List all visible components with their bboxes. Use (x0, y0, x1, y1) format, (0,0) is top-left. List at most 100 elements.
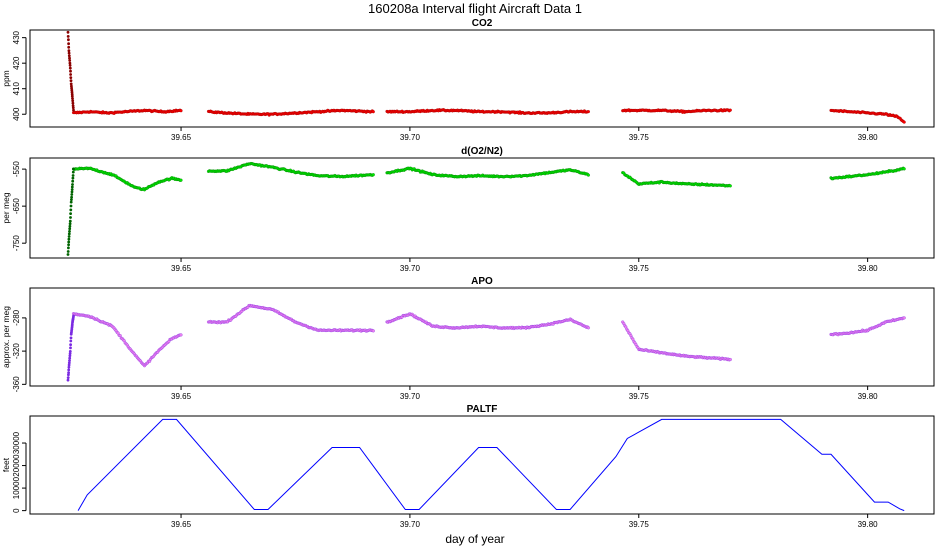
data-point (67, 45, 71, 49)
series-points (206, 108, 375, 117)
data-point (586, 173, 590, 177)
y-tick-label: -280 (12, 309, 21, 326)
data-point (66, 30, 70, 34)
x-tick-label: 39.65 (171, 520, 192, 529)
data-point (71, 179, 75, 183)
x-tick-label: 39.70 (400, 392, 421, 401)
x-tick-label: 39.70 (400, 133, 421, 142)
panels: CO2 39.65 39.70 39.75 39.80 400 410 420 430 ppm d(… (1, 18, 935, 529)
data-point (728, 184, 732, 188)
data-point (586, 326, 590, 330)
panel-title: d(O2/N2) (461, 146, 503, 157)
series-points (385, 166, 590, 179)
data-point (69, 69, 72, 73)
x-tick-label: 39.75 (629, 520, 650, 529)
data-point (728, 357, 732, 362)
y-axis-label: feet (1, 457, 11, 472)
x-tick-label: 39.75 (629, 133, 650, 142)
data-point (72, 167, 75, 171)
panel-1: CO2 39.65 39.70 39.75 39.80 400 410 420 430 ppm (1, 18, 935, 142)
data-point (67, 373, 70, 377)
data-point (71, 101, 75, 105)
data-point (68, 356, 72, 360)
data-point (179, 178, 183, 182)
data-point (67, 237, 71, 241)
y-tick-label: -750 (12, 235, 21, 252)
series-points (621, 171, 732, 188)
plot-frame (29, 415, 935, 515)
data-point (71, 97, 74, 100)
data-point (67, 38, 70, 42)
data-point (68, 64, 72, 67)
data-point (902, 167, 906, 171)
data-point (67, 361, 71, 365)
x-tick-label: 39.65 (171, 392, 192, 401)
data-point (69, 212, 72, 216)
data-point (69, 208, 73, 212)
data-point (71, 176, 75, 180)
series-points (66, 167, 75, 256)
data-point (68, 352, 72, 355)
data-point (71, 99, 75, 103)
data-point (68, 227, 72, 231)
data-point (67, 365, 71, 369)
data-point (69, 200, 73, 204)
y-tick-label: -650 (12, 198, 21, 215)
series-points (385, 108, 590, 116)
y-tick-label: 410 (12, 81, 21, 95)
data-point (67, 243, 70, 247)
panel-3: APO 39.65 39.70 39.75 39.80 -360 -320 -280appro… (1, 276, 935, 401)
series-points (206, 303, 375, 333)
series-points (621, 108, 732, 114)
data-point (67, 54, 71, 58)
data-point (68, 230, 71, 233)
data-point (69, 216, 72, 219)
data-point (71, 183, 74, 186)
panel-title: CO2 (472, 18, 493, 29)
data-point (179, 109, 183, 113)
data-layer (66, 161, 906, 256)
series-points (71, 108, 183, 115)
data-point (69, 339, 73, 343)
data-point (70, 198, 73, 202)
data-point (66, 250, 70, 253)
data-point (371, 329, 375, 333)
data-point (68, 224, 72, 228)
series-line (77, 418, 905, 512)
data-point (902, 120, 906, 124)
data-point (68, 359, 71, 362)
series-points (829, 316, 906, 337)
series-points (66, 314, 75, 382)
plot-frame (29, 157, 935, 259)
series-points (621, 320, 732, 362)
y-tick-label: 20000 (12, 454, 21, 477)
data-point (68, 59, 72, 62)
data-point (67, 240, 71, 244)
x-tick-label: 39.70 (400, 520, 421, 529)
data-point (70, 188, 74, 191)
data-point (67, 42, 70, 46)
data-point (66, 35, 70, 38)
x-tick-label: 39.75 (629, 264, 650, 273)
data-point (67, 368, 71, 372)
series-points (829, 108, 906, 124)
series-points (829, 166, 906, 181)
series-points (71, 312, 183, 368)
y-tick-label: 420 (12, 56, 21, 70)
x-tick-label: 39.75 (629, 392, 650, 401)
y-tick-label: 10000 (12, 476, 21, 499)
data-layer (66, 303, 906, 382)
data-point (371, 110, 375, 114)
panel-title: APO (471, 276, 493, 287)
data-point (728, 108, 732, 112)
main-title: 160208a Interval flight Aircraft Data 1 (368, 1, 582, 16)
x-tick-label: 39.80 (858, 392, 879, 401)
data-point (70, 195, 73, 199)
y-tick-label: 400 (12, 107, 21, 121)
x-tick-label: 39.70 (400, 264, 421, 273)
data-point (70, 88, 74, 92)
y-axis-label: per meg (1, 192, 11, 223)
data-point (71, 170, 75, 174)
data-point (68, 66, 72, 70)
plot-frame (29, 29, 935, 128)
